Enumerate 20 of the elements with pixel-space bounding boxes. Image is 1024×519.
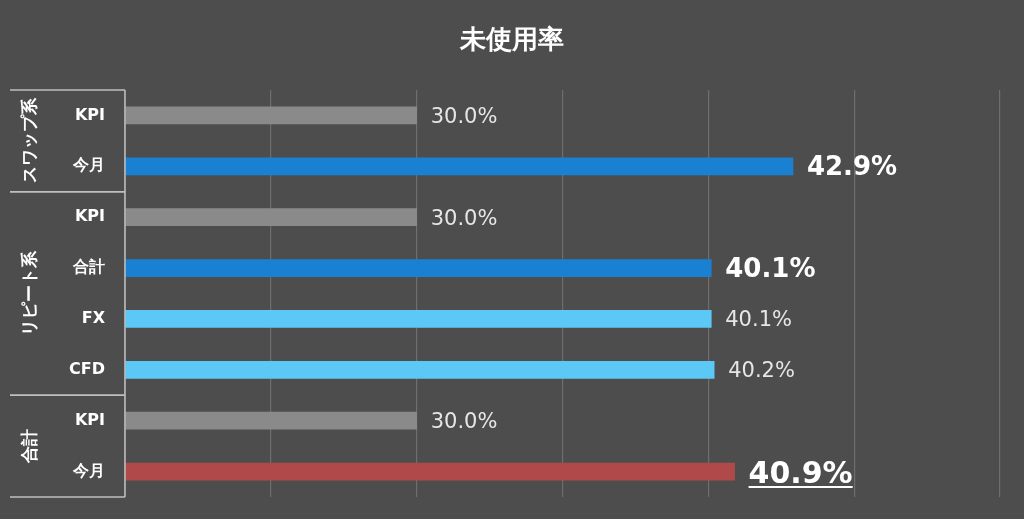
y-tick-label: KPI xyxy=(74,409,105,429)
data-label: 40.2% xyxy=(728,358,795,383)
y-tick-label: FX xyxy=(81,308,106,328)
data-label: 40.1% xyxy=(725,307,792,332)
data-label: 30.0% xyxy=(430,205,498,230)
text: スワップ系 xyxy=(19,97,40,184)
y-tick-label: 合計 xyxy=(72,257,105,277)
y-tick-label: KPI xyxy=(74,104,105,124)
chart-title: 未使用率 xyxy=(459,23,565,56)
y-tick-label: 今月 xyxy=(72,460,105,480)
y-tick-label: 今月 xyxy=(72,155,105,175)
data-label: 40.1% xyxy=(725,252,816,283)
y-tick-label: KPI xyxy=(74,206,105,226)
data-label: 40.9% xyxy=(748,454,853,491)
text: 合計 xyxy=(19,429,40,465)
data-label: 30.0% xyxy=(430,409,498,434)
data-label: 30.0% xyxy=(430,103,498,128)
data-label: 42.9% xyxy=(806,151,898,182)
text: リピート系 xyxy=(19,250,40,336)
y-tick-label: CFD xyxy=(69,358,105,378)
